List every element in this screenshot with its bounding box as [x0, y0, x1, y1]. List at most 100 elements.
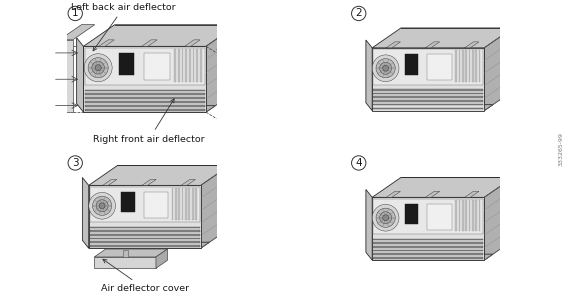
Polygon shape [119, 53, 134, 74]
Polygon shape [405, 54, 418, 75]
Polygon shape [386, 191, 400, 197]
Polygon shape [88, 185, 201, 248]
Polygon shape [479, 200, 480, 231]
Polygon shape [479, 50, 480, 82]
Circle shape [99, 203, 105, 209]
Polygon shape [178, 49, 180, 82]
Polygon shape [84, 101, 205, 103]
Polygon shape [373, 89, 483, 91]
Polygon shape [195, 188, 197, 219]
Polygon shape [94, 257, 156, 268]
Text: 333265-99: 333265-99 [558, 132, 563, 167]
Circle shape [352, 6, 366, 21]
Polygon shape [84, 97, 205, 99]
Circle shape [373, 205, 399, 231]
Polygon shape [83, 106, 215, 112]
Polygon shape [143, 53, 171, 80]
Polygon shape [386, 42, 400, 48]
Polygon shape [372, 48, 484, 111]
Polygon shape [373, 49, 483, 85]
Polygon shape [373, 199, 483, 234]
Polygon shape [200, 49, 202, 82]
Polygon shape [90, 245, 200, 247]
Text: Left back air deflector: Left back air deflector [71, 3, 176, 51]
Polygon shape [90, 234, 200, 236]
Text: Air deflector cover: Air deflector cover [101, 259, 189, 293]
Circle shape [383, 215, 388, 221]
Circle shape [383, 65, 388, 71]
Polygon shape [373, 253, 483, 255]
Polygon shape [373, 100, 483, 102]
Polygon shape [60, 40, 73, 112]
Polygon shape [372, 197, 484, 260]
Polygon shape [201, 166, 230, 248]
Text: 4: 4 [356, 158, 362, 168]
Polygon shape [373, 246, 483, 248]
Circle shape [68, 6, 82, 21]
Polygon shape [90, 230, 200, 232]
Polygon shape [366, 40, 372, 111]
Polygon shape [372, 254, 493, 260]
Polygon shape [84, 48, 205, 85]
Circle shape [88, 58, 108, 78]
Polygon shape [185, 40, 200, 46]
Polygon shape [196, 49, 198, 82]
Polygon shape [99, 40, 115, 46]
Polygon shape [142, 40, 157, 46]
Polygon shape [455, 200, 457, 231]
Circle shape [352, 156, 366, 170]
Polygon shape [84, 105, 205, 107]
Polygon shape [90, 227, 200, 228]
Circle shape [84, 54, 112, 82]
Polygon shape [427, 204, 452, 230]
Polygon shape [206, 25, 237, 112]
Polygon shape [175, 188, 177, 219]
Polygon shape [181, 49, 183, 82]
Circle shape [380, 212, 392, 224]
Polygon shape [462, 50, 464, 82]
Polygon shape [366, 190, 372, 260]
Polygon shape [372, 28, 513, 48]
Polygon shape [179, 188, 180, 219]
Polygon shape [156, 249, 167, 268]
Circle shape [68, 156, 82, 170]
Polygon shape [427, 54, 452, 80]
Polygon shape [82, 178, 88, 248]
Polygon shape [373, 93, 483, 94]
Circle shape [373, 55, 399, 82]
Polygon shape [181, 179, 196, 185]
Polygon shape [83, 46, 206, 112]
Polygon shape [472, 50, 473, 82]
Polygon shape [172, 188, 174, 219]
Polygon shape [475, 50, 477, 82]
Circle shape [376, 208, 395, 227]
Polygon shape [425, 191, 439, 197]
Polygon shape [217, 50, 230, 122]
Polygon shape [405, 204, 418, 224]
Polygon shape [84, 94, 205, 95]
Text: Right front air deflector: Right front air deflector [94, 99, 205, 144]
Polygon shape [60, 25, 95, 40]
Polygon shape [373, 108, 483, 109]
Polygon shape [472, 200, 473, 231]
Polygon shape [465, 42, 479, 48]
Polygon shape [182, 188, 183, 219]
Polygon shape [103, 179, 117, 185]
Polygon shape [143, 192, 168, 218]
Circle shape [89, 193, 116, 219]
Polygon shape [484, 178, 513, 260]
Text: 3: 3 [72, 158, 79, 168]
Polygon shape [459, 50, 460, 82]
Polygon shape [94, 249, 167, 257]
Polygon shape [466, 200, 467, 231]
Text: 1: 1 [72, 8, 79, 19]
Polygon shape [217, 34, 252, 50]
Polygon shape [185, 188, 187, 219]
Polygon shape [192, 188, 193, 219]
Polygon shape [77, 38, 83, 112]
Circle shape [92, 196, 112, 215]
Polygon shape [90, 241, 200, 243]
Polygon shape [83, 25, 237, 46]
Polygon shape [373, 250, 483, 251]
Polygon shape [88, 166, 230, 185]
